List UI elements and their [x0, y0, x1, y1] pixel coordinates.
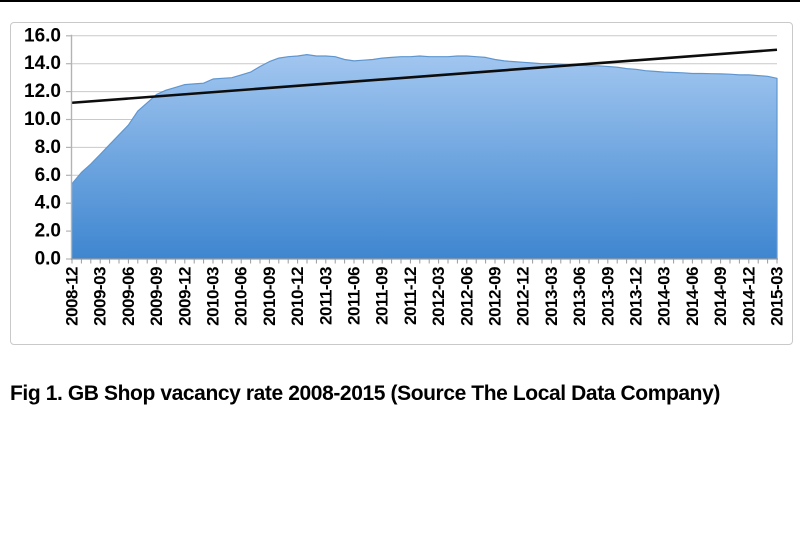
- trend-line: [71, 48, 778, 105]
- x-tick-label: 2012-03: [429, 267, 448, 326]
- x-tick-label: 2010-06: [232, 267, 251, 326]
- y-tick-label: 14.0: [24, 53, 61, 74]
- x-tick-label: 2009-06: [119, 267, 138, 326]
- x-tick-label: 2009-03: [91, 267, 110, 326]
- x-tick-label: 2012-12: [514, 267, 533, 326]
- vacancy-area-series: [72, 54, 777, 259]
- x-tick-label: 2012-09: [486, 267, 505, 326]
- x-tick-label: 2015-03: [768, 267, 787, 326]
- x-tick-label: 2013-06: [570, 267, 589, 326]
- x-tick-label: 2014-09: [711, 267, 730, 326]
- y-tick-label: 16.0: [24, 25, 61, 46]
- y-tick-label: 8.0: [35, 137, 61, 158]
- top-rule: [0, 0, 800, 2]
- x-tick-label: 2013-09: [598, 267, 617, 326]
- x-tick-label: 2011-06: [345, 267, 364, 325]
- x-tick-label: 2014-12: [739, 267, 758, 326]
- x-tick-label: 2014-06: [683, 267, 702, 326]
- x-tick-label: 2009-09: [147, 267, 166, 326]
- x-tick-label: 2010-12: [288, 267, 307, 326]
- x-tick-label: 2011-03: [316, 267, 335, 325]
- x-tick-label: 2013-12: [627, 267, 646, 326]
- x-tick-label: 2012-06: [457, 267, 476, 326]
- x-tick-label: 2009-12: [175, 267, 194, 326]
- x-tick-label: 2011-12: [401, 267, 420, 325]
- y-tick-label: 2.0: [35, 221, 61, 242]
- y-tick-label: 6.0: [35, 165, 61, 186]
- x-tick-label: 2011-09: [373, 267, 392, 325]
- y-tick-label: 10.0: [24, 109, 61, 130]
- figure-caption: Fig 1. GB Shop vacancy rate 2008-2015 (S…: [10, 382, 720, 405]
- x-tick-label: 2008-12: [63, 267, 82, 326]
- y-tick-label: 12.0: [24, 81, 61, 102]
- y-tick-label: 0.0: [35, 249, 61, 270]
- x-tick-label: 2010-03: [204, 267, 223, 326]
- x-tick-label: 2014-03: [655, 267, 674, 326]
- area-edge-line: [71, 54, 778, 259]
- x-tick-label: 2013-03: [542, 267, 561, 326]
- x-tick-label: 2010-09: [260, 267, 279, 326]
- y-tick-label: 4.0: [35, 193, 61, 214]
